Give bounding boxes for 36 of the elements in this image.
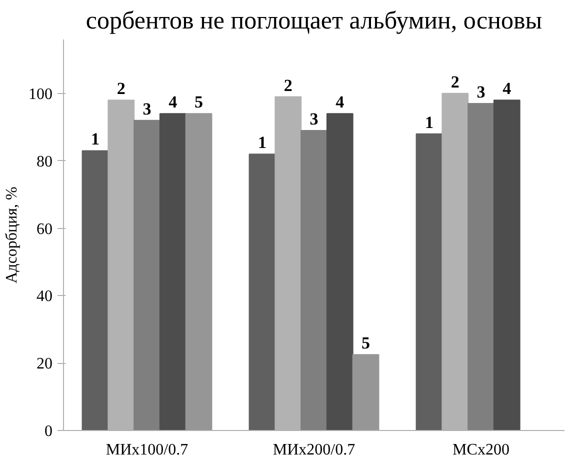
y-tick-label: 60 [36, 220, 52, 238]
text: 3 [310, 110, 318, 129]
y-tick-label: 100 [28, 86, 52, 103]
series-label: 1 [90, 130, 100, 149]
x-tick-label: МИх100/0.7 [106, 442, 188, 458]
series-label: 5 [194, 92, 204, 112]
bar [468, 103, 494, 430]
x-tick-label: МСх200 [452, 442, 510, 458]
text: 4 [336, 92, 344, 112]
bar [352, 354, 380, 430]
bar [300, 130, 328, 430]
series-label: 4 [168, 92, 178, 112]
text: 1 [424, 112, 434, 132]
series-label: 2 [116, 79, 126, 98]
y-tick-label: 0 [44, 423, 52, 440]
text: 1 [258, 133, 266, 152]
bar [416, 133, 443, 430]
text: сорбентов не поглощает альбумин, основы [86, 8, 542, 34]
bar [248, 154, 276, 430]
bar [185, 113, 212, 430]
y-tick-label: 20 [36, 356, 52, 373]
text: 3 [476, 82, 486, 102]
bar [134, 120, 160, 430]
series-label: 3 [142, 99, 152, 118]
text: 5 [362, 334, 370, 353]
bar [159, 113, 186, 430]
bar [82, 150, 109, 430]
y-tick-label: 40 [36, 288, 52, 306]
text: 2 [450, 72, 460, 92]
text: 4 [502, 79, 512, 98]
bar [326, 113, 354, 430]
y-tick-label: 80 [36, 153, 52, 170]
bar [493, 100, 520, 430]
text: 2 [284, 76, 292, 95]
x-tick-label: МИх200/0.7 [272, 442, 356, 458]
y-axis-title: Адсорбция, % [4, 186, 20, 284]
